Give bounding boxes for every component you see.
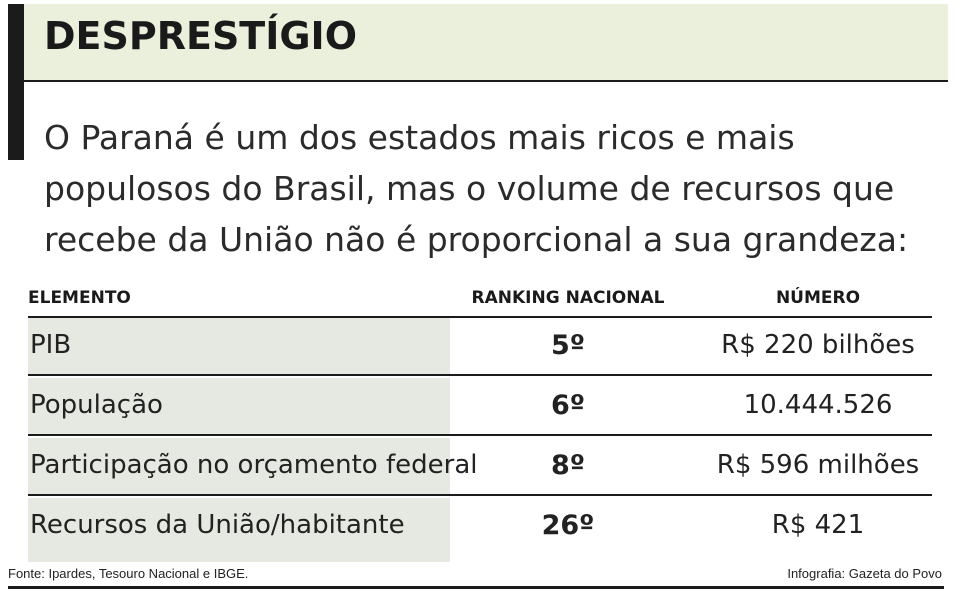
row-number: R$ 596 milhões — [716, 450, 920, 480]
row-number: R$ 421 — [771, 510, 865, 540]
row-ranking: 6º — [550, 390, 585, 421]
row-shade — [28, 438, 450, 496]
page-title: DESPRESTÍGIO — [44, 14, 357, 58]
column-header-number: NÚMERO — [775, 288, 861, 308]
row-element: PIB — [30, 330, 72, 360]
row-divider — [28, 374, 932, 376]
row-shade — [28, 498, 450, 562]
row-number: R$ 220 bilhões — [721, 330, 915, 360]
table-row: PIB 5º R$ 220 bilhões — [28, 318, 932, 376]
credit-note: Infografia: Gazeta do Povo — [787, 566, 942, 581]
bottom-divider — [8, 586, 944, 589]
column-header-element: ELEMENTO — [28, 288, 131, 308]
row-ranking: 5º — [550, 330, 585, 361]
intro-paragraph: O Paraná é um dos estados mais ricos e m… — [44, 118, 909, 259]
row-element: População — [30, 390, 163, 420]
title-band — [8, 4, 948, 82]
source-note: Fonte: Ipardes, Tesouro Nacional e IBGE. — [8, 566, 249, 581]
row-element: Recursos da União/habitante — [30, 510, 405, 540]
row-number: 10.444.526 — [743, 390, 893, 420]
table-row: População 6º 10.444.526 — [28, 378, 932, 436]
title-divider — [24, 80, 948, 82]
row-ranking: 26º — [541, 510, 595, 541]
table-row: Participação no orçamento federal 8º R$ … — [28, 438, 932, 496]
row-shade — [28, 318, 450, 376]
row-shade — [28, 378, 450, 436]
title-accent-bar — [8, 4, 24, 160]
table-header-divider — [28, 316, 932, 318]
column-header-ranking: RANKING NACIONAL — [471, 288, 665, 308]
row-divider — [28, 434, 932, 436]
row-divider — [28, 494, 932, 496]
row-element: Participação no orçamento federal — [30, 450, 478, 480]
table-row: Recursos da União/habitante 26º R$ 421 — [28, 498, 932, 562]
row-ranking: 8º — [550, 450, 585, 481]
